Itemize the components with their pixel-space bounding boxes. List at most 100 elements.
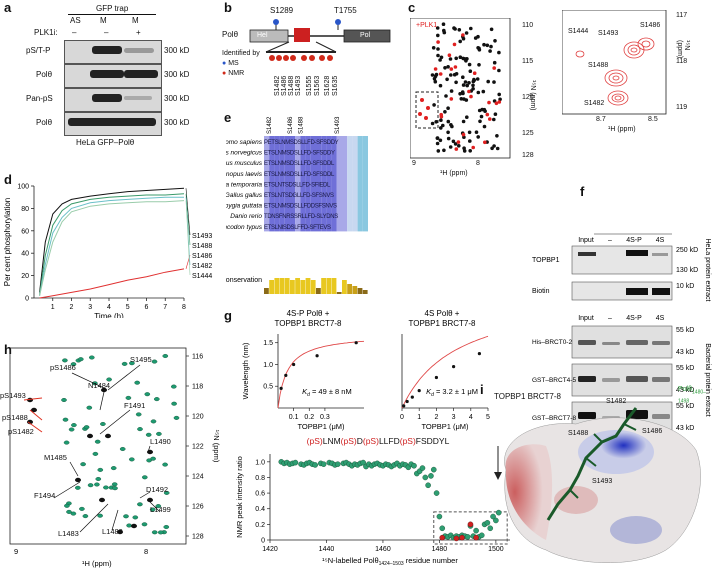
e-column-shade	[274, 136, 280, 232]
c-peak	[488, 49, 492, 53]
h-ytick-label: 118	[192, 384, 203, 391]
nmr-point	[436, 513, 443, 520]
c-peak	[495, 134, 499, 138]
c-peak	[431, 46, 436, 50]
c-peak	[458, 39, 462, 44]
e-species: Rana temporaria	[226, 181, 262, 188]
c-peak	[482, 42, 486, 47]
h-peak-green	[61, 398, 67, 403]
zoom-ytick-117: 117	[676, 12, 688, 19]
e-sequence: ETSLNMSDSLLFD-SFSDDL	[264, 172, 335, 178]
g-ylabel: Wavelength (nm)	[241, 342, 250, 399]
e-conservation-bar	[274, 278, 280, 294]
e-site-label: S1482	[267, 116, 273, 134]
f-band-2	[602, 378, 620, 382]
c-peak-red	[492, 66, 496, 70]
h-leader	[99, 409, 131, 435]
h-peak-green	[94, 439, 101, 444]
e-column-shade	[336, 136, 342, 232]
nmr-point	[478, 532, 485, 539]
zoom-s1493: S1493	[598, 30, 619, 37]
nmr-point	[495, 509, 502, 516]
c-peak	[436, 33, 440, 38]
c-peak-red	[447, 53, 452, 57]
e-conservation-bar	[321, 278, 326, 294]
h-leader	[79, 503, 109, 533]
e-sequence: ETSLNMSDSLLFDDSFSNVS	[264, 204, 337, 210]
hel-label: Hel	[257, 32, 268, 39]
c-peak-red	[494, 101, 499, 106]
h-peak-green	[156, 431, 162, 436]
f-band	[652, 253, 668, 256]
g-ytick-label: 0.5	[263, 384, 273, 391]
nmr-ytick-label: 1.0	[255, 459, 265, 466]
nmr-point	[464, 534, 471, 540]
f-band-2	[652, 341, 670, 345]
f-band-2	[578, 340, 596, 345]
h-peak-green	[134, 380, 140, 385]
h-peak-green	[70, 511, 77, 516]
c-peak	[439, 126, 443, 130]
h-leader	[149, 501, 161, 513]
f-row-label-2: GST–BRCT7-8	[532, 415, 576, 422]
f-lane-label: 4S	[656, 237, 665, 244]
h-ylabel: ¹⁵N (ppm)	[212, 430, 221, 463]
c-peak	[435, 136, 440, 140]
zoom-ytick-119: 119	[676, 104, 688, 111]
c-peak	[476, 90, 481, 95]
panel-e-label: e	[224, 110, 232, 125]
c-peak	[443, 110, 447, 114]
h-peak-black	[27, 419, 33, 425]
h-peak-green	[75, 485, 81, 490]
site-label: S1563	[314, 75, 321, 96]
g-kd-label: Kd = 3.2 ± 1 μM	[426, 387, 478, 398]
c-peak-red	[449, 67, 454, 71]
nmr-point	[428, 473, 434, 479]
c-peak	[462, 97, 466, 101]
c-ytick-120: 120	[522, 94, 534, 101]
c-peak-red	[438, 72, 443, 76]
i-s1488: S1488	[568, 430, 589, 437]
f-row-label: TOPBP1	[532, 257, 560, 264]
c-peak	[432, 76, 437, 81]
c-peak	[449, 123, 453, 127]
c-peak	[443, 66, 447, 70]
f-band	[652, 288, 670, 295]
h-leader	[71, 372, 105, 389]
h-leader	[139, 491, 151, 499]
pol-label: Pol	[360, 32, 371, 39]
c-peak	[457, 28, 462, 32]
h-peak-green	[171, 401, 177, 406]
g-binding-point	[315, 354, 319, 358]
c-peak	[454, 80, 458, 85]
nmr-point	[422, 474, 429, 481]
d-series-label: S1482	[192, 263, 212, 270]
h-peak-green	[63, 440, 70, 445]
c-peak-red	[485, 112, 490, 117]
c-peak	[492, 60, 497, 65]
e-sequence: TDNSFNRSSRLLFD-SLYDNS	[264, 214, 338, 220]
c-peak-red	[497, 100, 502, 104]
h-peak-green	[66, 509, 72, 514]
gfp-trap-header: GFP trap	[96, 4, 129, 13]
c-peak	[497, 50, 501, 55]
c-peak	[471, 83, 475, 88]
h-peak-black	[75, 477, 81, 483]
h-peak-green	[71, 423, 77, 428]
nmr-xtick-label: 1480	[432, 546, 448, 553]
f-band-2	[602, 342, 620, 345]
zoom-s1488: S1488	[588, 62, 609, 69]
e-sequence: ETSLNTSDSLLFD-SFIEDL	[264, 182, 331, 188]
nmr-xtick-label: 1460	[375, 546, 391, 553]
g-fit-curve	[401, 335, 489, 409]
c-peak	[439, 55, 444, 60]
c-peak	[467, 81, 471, 85]
c-peak	[435, 26, 440, 30]
e-species: Danio rerio	[230, 213, 262, 220]
f-band-2	[626, 376, 648, 382]
e-species: Gallus gallus	[226, 192, 263, 199]
panel-i-label: i	[480, 382, 484, 397]
c-peak-red	[461, 132, 466, 137]
e-column-shade	[295, 136, 301, 232]
c-ytick-115: 115	[522, 58, 534, 65]
